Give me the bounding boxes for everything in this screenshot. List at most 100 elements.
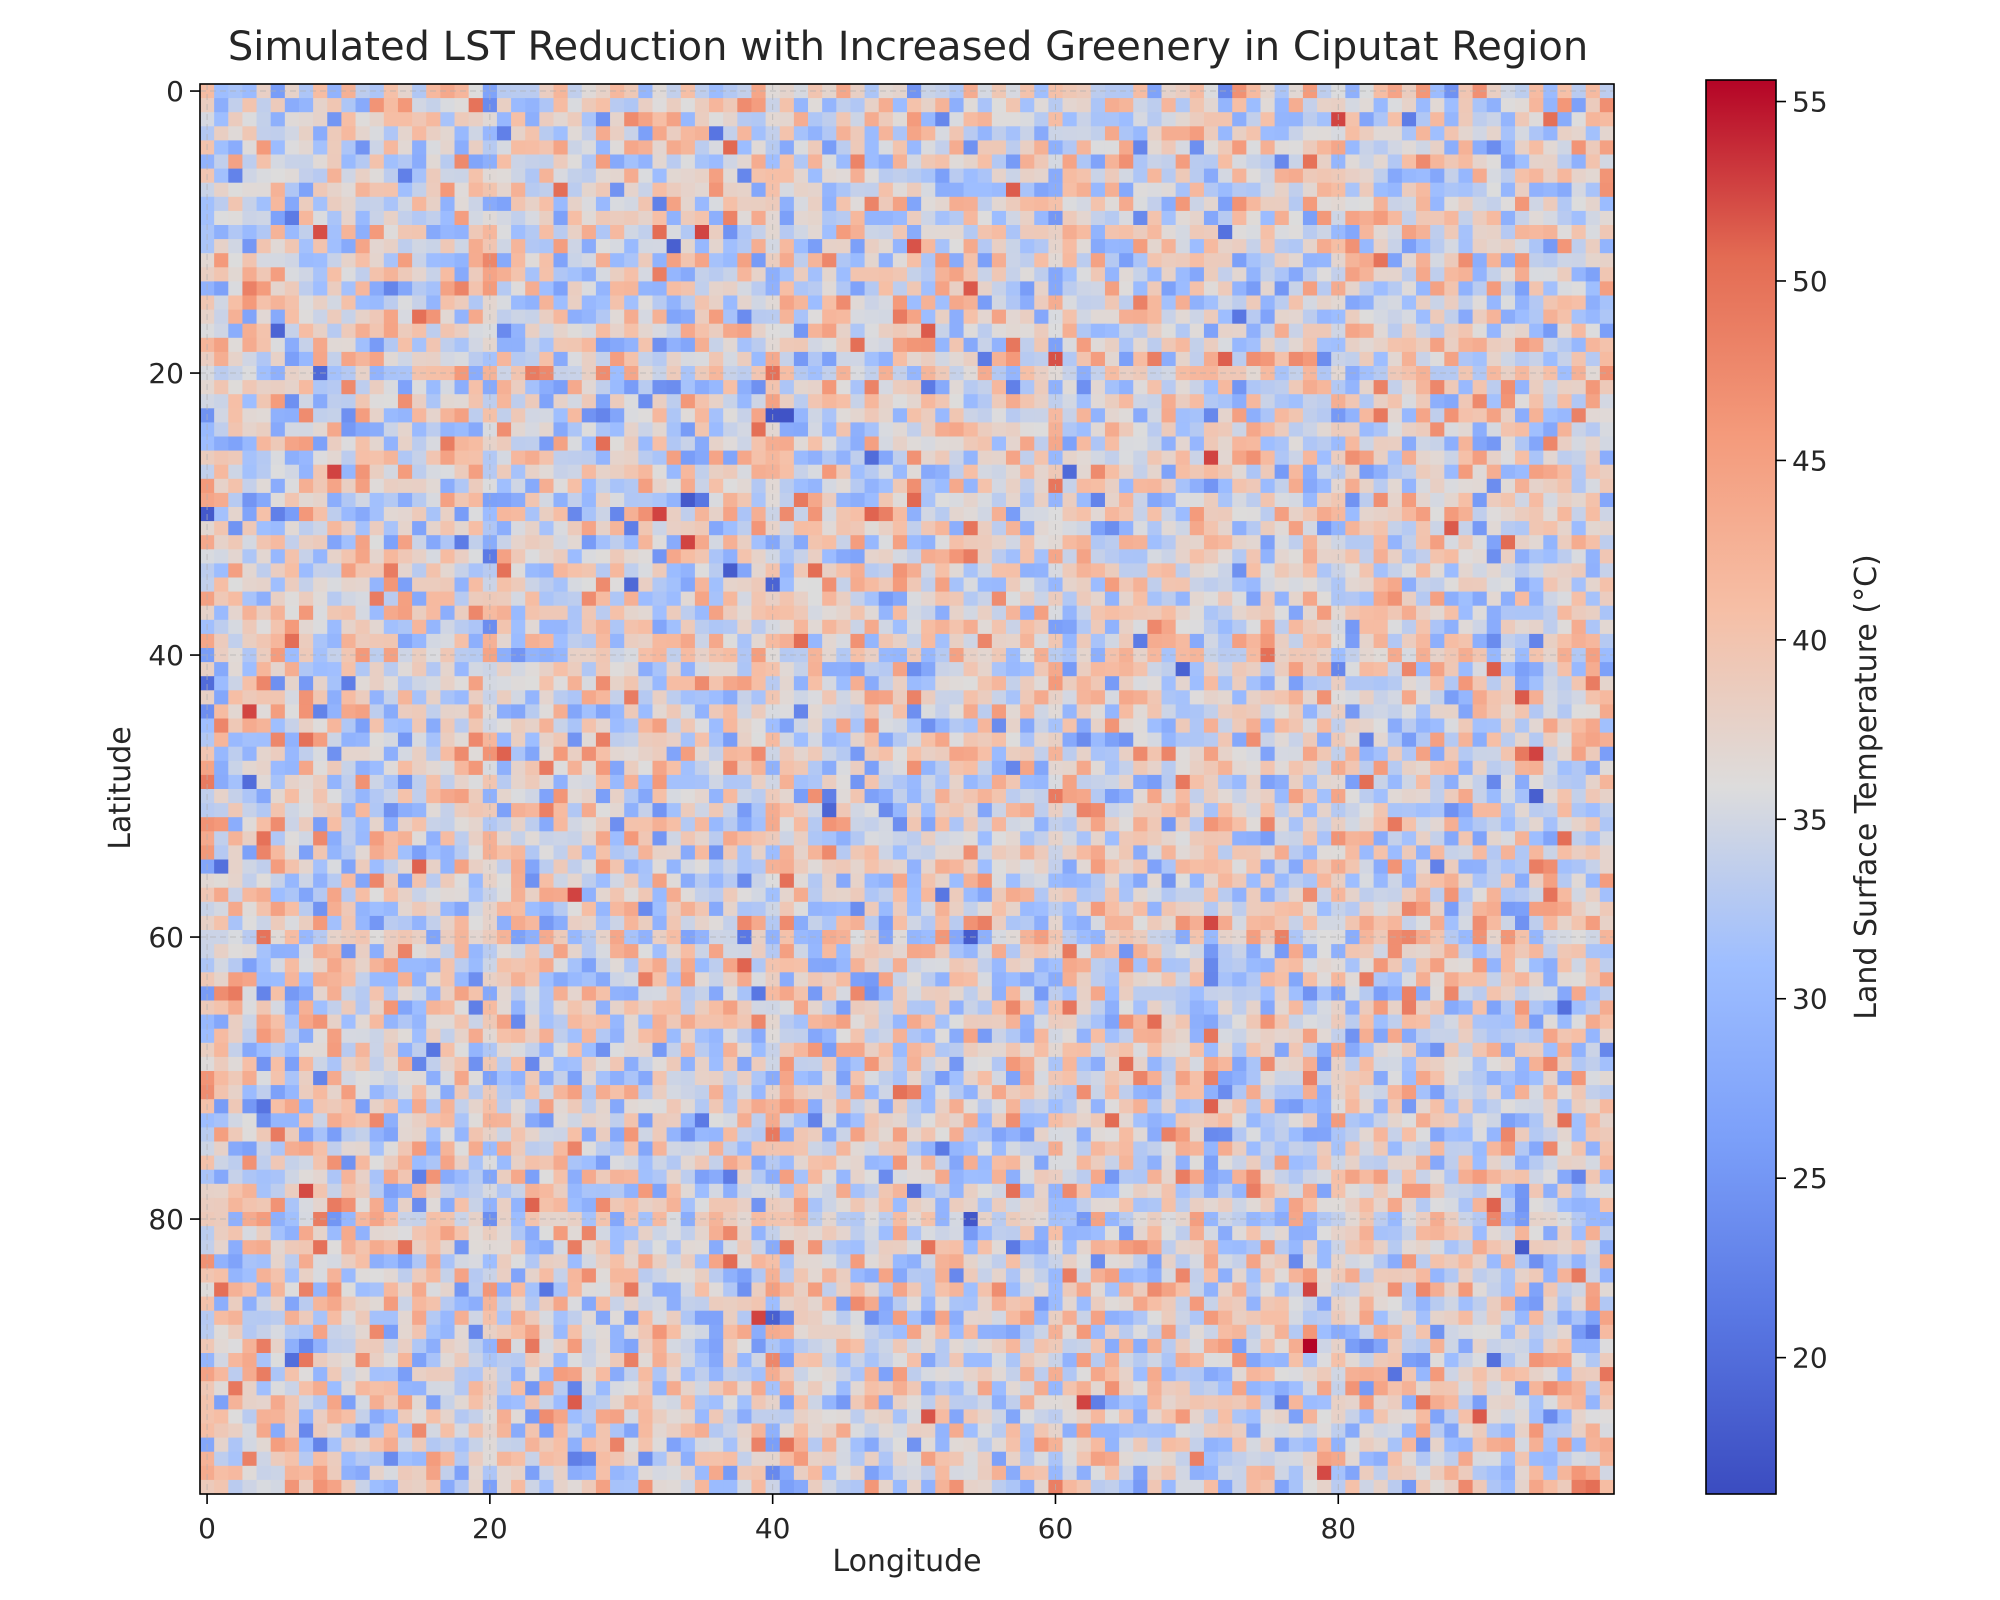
heatmap-cell bbox=[709, 126, 724, 141]
heatmap-cell bbox=[384, 155, 399, 170]
heatmap-cell bbox=[1303, 98, 1318, 113]
heatmap-cell bbox=[242, 775, 257, 790]
heatmap-cell bbox=[285, 606, 300, 621]
heatmap-cell bbox=[370, 592, 385, 607]
heatmap-cell bbox=[412, 112, 427, 127]
heatmap-cell bbox=[808, 338, 823, 353]
heatmap-cell bbox=[313, 578, 328, 593]
heatmap-cell bbox=[1034, 310, 1049, 325]
heatmap-cell bbox=[836, 183, 851, 198]
heatmap-cell bbox=[1529, 761, 1544, 776]
heatmap-cell bbox=[1586, 197, 1601, 212]
heatmap-cell bbox=[214, 183, 229, 198]
heatmap-cell bbox=[511, 380, 526, 395]
heatmap-cell bbox=[893, 620, 908, 635]
heatmap-cell bbox=[582, 267, 597, 282]
heatmap-cell bbox=[469, 719, 484, 734]
heatmap-cell bbox=[794, 704, 809, 719]
heatmap-cell bbox=[1303, 324, 1318, 339]
heatmap-cell bbox=[426, 634, 441, 649]
heatmap-cell bbox=[1402, 563, 1417, 578]
heatmap-cell bbox=[214, 620, 229, 635]
heatmap-cell bbox=[1600, 296, 1615, 311]
heatmap-cell bbox=[1275, 281, 1290, 296]
heatmap-cell bbox=[1063, 719, 1078, 734]
heatmap-cell bbox=[1204, 197, 1219, 212]
heatmap-cell bbox=[1430, 549, 1445, 564]
heatmap-cell bbox=[1190, 578, 1205, 593]
heatmap-cell bbox=[271, 676, 286, 691]
heatmap-cell bbox=[1176, 606, 1191, 621]
heatmap-cell bbox=[1232, 719, 1247, 734]
heatmap-cell bbox=[384, 535, 399, 550]
heatmap-cell bbox=[1105, 394, 1120, 409]
heatmap-cell bbox=[1232, 563, 1247, 578]
heatmap-cell bbox=[1359, 155, 1374, 170]
heatmap-cell bbox=[1275, 225, 1290, 240]
heatmap-cell bbox=[1105, 338, 1120, 353]
heatmap-cell bbox=[907, 437, 922, 452]
heatmap-cell bbox=[1091, 733, 1106, 748]
heatmap-cell bbox=[836, 578, 851, 593]
heatmap-cell bbox=[539, 408, 554, 423]
heatmap-cell bbox=[398, 140, 413, 155]
heatmap-cell bbox=[1275, 479, 1290, 494]
heatmap-cell bbox=[723, 422, 738, 437]
heatmap-cell bbox=[1388, 592, 1403, 607]
heatmap-cell bbox=[1162, 197, 1177, 212]
heatmap-cell bbox=[1105, 549, 1120, 564]
heatmap-cell bbox=[1501, 676, 1516, 691]
heatmap-cell bbox=[652, 733, 667, 748]
heatmap-cell bbox=[511, 676, 526, 691]
heatmap-cell bbox=[1374, 239, 1389, 254]
heatmap-cell bbox=[1133, 493, 1148, 508]
heatmap-cell bbox=[568, 690, 583, 705]
heatmap-cell bbox=[1317, 465, 1332, 480]
heatmap-cell bbox=[1261, 211, 1276, 226]
heatmap-cell bbox=[1543, 479, 1558, 494]
heatmap-cell bbox=[850, 253, 865, 268]
heatmap-cell bbox=[624, 211, 639, 226]
heatmap-cell bbox=[1458, 183, 1473, 198]
heatmap-cell bbox=[949, 704, 964, 719]
heatmap-cell bbox=[780, 197, 795, 212]
heatmap-cell bbox=[582, 521, 597, 536]
heatmap-cell bbox=[398, 719, 413, 734]
heatmap-cell bbox=[1232, 507, 1247, 522]
heatmap-cell bbox=[1034, 719, 1049, 734]
heatmap-cell bbox=[638, 719, 653, 734]
heatmap-cell bbox=[1020, 437, 1035, 452]
heatmap-cell bbox=[1359, 140, 1374, 155]
heatmap-cell bbox=[695, 253, 710, 268]
heatmap-cell bbox=[1190, 563, 1205, 578]
heatmap-cell bbox=[257, 535, 272, 550]
heatmap-cell bbox=[1586, 690, 1601, 705]
heatmap-cell bbox=[850, 521, 865, 536]
heatmap-cell bbox=[1543, 507, 1558, 522]
heatmap-cell bbox=[1162, 352, 1177, 367]
heatmap-cell bbox=[610, 563, 625, 578]
heatmap-cell bbox=[228, 197, 243, 212]
heatmap-cell bbox=[1416, 578, 1431, 593]
heatmap-cell bbox=[1077, 422, 1092, 437]
heatmap-cell bbox=[964, 549, 979, 564]
heatmap-cell bbox=[426, 719, 441, 734]
heatmap-cell bbox=[525, 690, 540, 705]
heatmap-cell bbox=[1006, 310, 1021, 325]
heatmap-cell bbox=[341, 662, 356, 677]
heatmap-cell bbox=[1289, 296, 1304, 311]
heatmap-cell bbox=[1204, 761, 1219, 776]
heatmap-cell bbox=[228, 408, 243, 423]
heatmap-cell bbox=[341, 408, 356, 423]
heatmap-cell bbox=[907, 690, 922, 705]
heatmap-cell bbox=[1572, 380, 1587, 395]
heatmap-cell bbox=[398, 338, 413, 353]
heatmap-cell bbox=[667, 704, 682, 719]
heatmap-cell bbox=[1543, 169, 1558, 184]
heatmap-cell bbox=[865, 507, 880, 522]
heatmap-cell bbox=[242, 324, 257, 339]
heatmap-cell bbox=[1077, 747, 1092, 762]
heatmap-cell bbox=[794, 408, 809, 423]
heatmap-cell bbox=[638, 733, 653, 748]
heatmap-cell bbox=[1289, 761, 1304, 776]
